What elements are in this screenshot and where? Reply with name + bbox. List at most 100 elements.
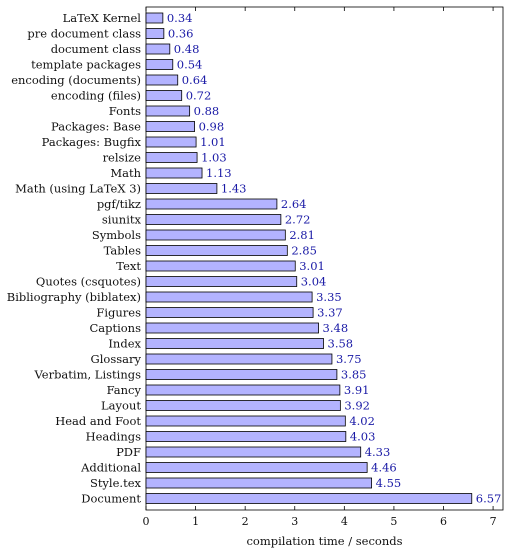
bar (145, 198, 278, 210)
bar (145, 260, 296, 272)
bar (145, 245, 288, 256)
plot-frame (145, 6, 504, 511)
bar (145, 152, 198, 163)
x-tick-label: 3 (291, 515, 298, 528)
x-axis-ticks: 0 1 2 3 4 5 6 7 (143, 7, 497, 528)
value-label: 0.34 (167, 11, 193, 25)
x-tick-label: 5 (390, 515, 397, 528)
bar (145, 384, 341, 396)
category-label: Math (using LaTeX 3) (15, 182, 141, 196)
bar (145, 307, 314, 318)
bar (145, 462, 368, 473)
value-label: 3.58 (328, 337, 354, 351)
value-label: 3.04 (301, 275, 327, 289)
bar (145, 431, 347, 442)
bars-group (145, 12, 473, 504)
category-label: Quotes (csquotes) (36, 275, 141, 289)
category-label: encoding (files) (51, 89, 141, 103)
x-tick-label: 0 (143, 515, 150, 528)
value-label: 4.02 (349, 414, 375, 428)
bar (145, 322, 319, 334)
value-label: 4.03 (350, 430, 376, 444)
category-label: Headings (86, 430, 141, 444)
value-label: 1.43 (221, 182, 247, 196)
value-label: 1.13 (206, 166, 232, 180)
x-tick-label: 1 (192, 515, 199, 528)
value-label: 0.64 (182, 73, 208, 87)
bar (145, 369, 338, 380)
value-label: 1.03 (201, 151, 227, 165)
bar (145, 183, 218, 194)
bar (145, 105, 191, 117)
category-label: Bibliography (biblatex) (7, 290, 141, 304)
value-label: 3.85 (341, 368, 367, 382)
value-label: 1.01 (200, 135, 226, 149)
bar (145, 338, 324, 349)
x-tick-label: 6 (440, 515, 447, 528)
x-tick-label: 7 (490, 515, 497, 528)
bar (145, 12, 164, 24)
bar (145, 43, 171, 55)
value-label: 4.55 (376, 476, 402, 490)
bar (145, 400, 341, 411)
category-label: document class (51, 42, 141, 56)
category-label: pgf/tikz (97, 197, 141, 211)
category-label: Index (108, 337, 141, 351)
bar (145, 121, 195, 132)
category-label: Captions (89, 321, 141, 335)
value-label: 3.91 (344, 383, 370, 397)
value-label: 2.85 (291, 244, 317, 258)
category-label: Head and Foot (55, 414, 141, 428)
value-label: 3.48 (323, 321, 349, 335)
value-label: 0.72 (186, 89, 212, 103)
x-axis-title: compilation time / seconds (246, 534, 402, 548)
value-label: 3.75 (336, 352, 362, 366)
value-label: 0.88 (194, 104, 220, 118)
x-tick-label: 4 (341, 515, 348, 528)
category-label: Figures (96, 306, 141, 320)
bar (145, 353, 333, 365)
value-label: 2.64 (281, 197, 307, 211)
value-label: 3.92 (344, 399, 370, 413)
category-label: Fancy (107, 383, 142, 397)
value-label: 3.01 (299, 259, 325, 273)
x-tick-label: 2 (242, 515, 249, 528)
category-label: relsize (103, 151, 142, 165)
category-label: encoding (documents) (11, 73, 141, 87)
value-label: 6.57 (476, 492, 502, 506)
category-label: PDF (116, 445, 141, 459)
value-label: 3.37 (317, 306, 343, 320)
bar (145, 59, 174, 70)
value-label: 4.46 (371, 461, 397, 475)
value-labels: 0.34 0.360.48 0.540.64 0.720.88 0.981.01 1.03… (167, 11, 502, 506)
category-label: Packages: Base (51, 120, 141, 134)
category-label: Text (116, 259, 141, 273)
value-label: 4.33 (365, 445, 391, 459)
category-label: Layout (101, 399, 141, 413)
bar (145, 415, 346, 427)
value-label: 2.72 (285, 213, 311, 227)
category-label: Packages: Bugfix (42, 135, 142, 149)
bar (145, 276, 298, 287)
value-label: 2.81 (289, 228, 315, 242)
value-label: 0.98 (199, 120, 225, 134)
category-label: Verbatim, Listings (34, 368, 142, 382)
bar (145, 214, 282, 225)
category-label: LaTeX Kernel (63, 11, 142, 25)
category-label: Additional (80, 461, 141, 475)
value-label: 0.36 (168, 27, 194, 41)
category-label: pre document class (27, 27, 141, 41)
bar (145, 74, 179, 86)
category-label: Fonts (109, 104, 141, 118)
bar (145, 167, 203, 179)
category-label: template packages (31, 58, 141, 72)
category-label: Math (110, 166, 141, 180)
value-label: 0.54 (177, 58, 203, 72)
bar (145, 90, 183, 101)
category-label: Symbols (92, 228, 141, 242)
bar (145, 493, 473, 504)
bar (145, 136, 197, 148)
bar (145, 477, 373, 489)
